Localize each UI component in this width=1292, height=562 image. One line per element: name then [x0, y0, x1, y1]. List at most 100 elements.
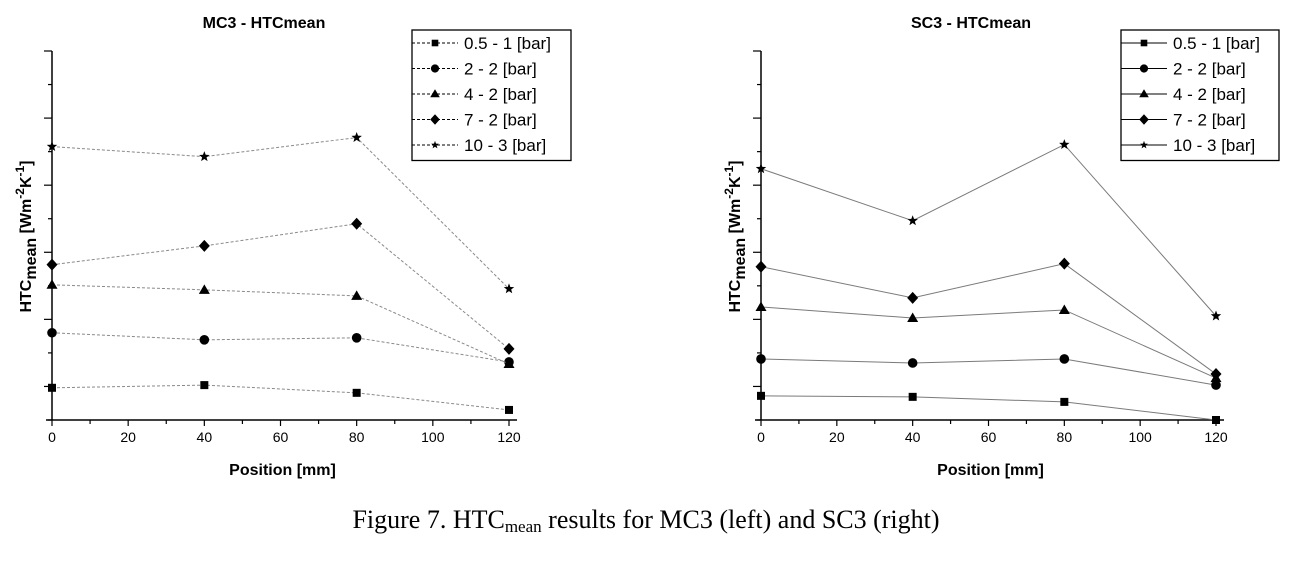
y-axis-label-part: K	[727, 176, 744, 188]
y-axis-label-part: -2	[13, 188, 27, 199]
figure-caption: Figure 7. HTCmean results for MC3 (left)…	[0, 505, 1292, 537]
data-point-circle	[199, 335, 210, 345]
series-square	[48, 381, 513, 414]
x-axis-label: Position [mm]	[937, 462, 1044, 479]
y-axis-label-part: [Wm	[727, 199, 744, 238]
x-tick-label: 100	[421, 429, 445, 445]
series-triangle	[755, 301, 1222, 383]
legend-label: 0.5 - 1 [bar]	[1173, 34, 1260, 53]
data-point-diamond	[755, 260, 767, 273]
series-circle	[756, 354, 1221, 390]
legend-marker-circle	[430, 64, 440, 73]
data-point-circle	[351, 333, 362, 343]
x-tick-label: 100	[1128, 429, 1152, 445]
legend-marker-star	[1140, 140, 1148, 149]
data-point-diamond	[46, 258, 58, 271]
series-line	[760, 306, 1217, 379]
x-tick-label: 0	[48, 429, 56, 445]
y-axis-label-part: -1	[13, 165, 27, 176]
legend-label: 7 - 2 [bar]	[1173, 111, 1246, 130]
data-point-star	[755, 163, 767, 174]
data-point-triangle	[1058, 304, 1070, 314]
y-axis-label-part: ]	[727, 160, 744, 165]
legend-marker-star	[431, 140, 439, 149]
data-point-square	[48, 383, 56, 392]
y-axis-label: HTCmean [Wm-2K-1]	[13, 160, 40, 312]
legend-marker-square	[1140, 39, 1148, 47]
series-line	[760, 395, 1217, 421]
series-star	[46, 132, 515, 294]
x-tick-label: 20	[829, 429, 845, 445]
series-line	[760, 263, 1217, 375]
x-tick-label: 120	[497, 429, 521, 445]
data-point-diamond	[351, 217, 363, 230]
series-square	[757, 391, 1220, 424]
y-axis-label-part: ]	[18, 160, 35, 165]
y-axis-label-part: K	[18, 176, 35, 188]
chart-sc3: SC3 - HTCmean 0 20 40 60 80 100 120 Position [mm…	[722, 15, 1280, 479]
caption-suffix: results for MC3 (left) and SC3 (right)	[541, 505, 940, 534]
chart-title: MC3 - HTCmean	[203, 15, 326, 32]
y-axis-label-part: mean	[23, 238, 40, 280]
y-axis-label-part: HTC	[727, 279, 744, 312]
x-axis-label: Position [mm]	[229, 462, 336, 479]
data-point-circle	[1059, 354, 1070, 364]
series-line	[51, 384, 510, 411]
data-point-square	[1212, 416, 1220, 424]
data-point-diamond	[1210, 368, 1222, 381]
series-line	[760, 143, 1217, 317]
data-point-star	[1059, 139, 1070, 150]
series-circle	[47, 327, 514, 367]
y-axis-label-part: -2	[722, 188, 736, 199]
data-point-circle	[756, 354, 766, 364]
data-point-diamond	[198, 239, 210, 252]
x-tick-label: 40	[905, 429, 921, 445]
data-point-circle	[47, 327, 57, 338]
data-point-circle	[907, 358, 918, 368]
x-tick-label: 40	[197, 429, 213, 445]
data-point-diamond	[907, 291, 919, 304]
legend-marker-triangle	[1139, 89, 1149, 98]
data-point-square	[352, 388, 361, 397]
legend-marker-diamond	[1139, 114, 1149, 125]
legend-label: 10 - 3 [bar]	[1173, 136, 1255, 155]
data-point-star	[46, 141, 58, 152]
legend-label: 2 - 2 [bar]	[1173, 60, 1246, 79]
x-tick-label: 80	[1057, 429, 1073, 445]
x-tick-label: 60	[273, 429, 289, 445]
legend: 0.5 - 1 [bar] 2 - 2 [bar] 4 - 2 [bar] 7 - 2…	[1120, 29, 1280, 162]
legend-label: 7 - 2 [bar]	[464, 111, 537, 130]
y-axis-label-part: [Wm	[18, 199, 35, 238]
legend-label: 0.5 - 1 [bar]	[464, 34, 551, 53]
x-tick-label: 120	[1204, 429, 1228, 445]
data-point-diamond	[1058, 257, 1070, 270]
data-point-star	[1210, 310, 1222, 321]
legend-marker-triangle	[430, 89, 440, 98]
data-point-triangle	[755, 301, 767, 311]
series-line	[51, 284, 510, 365]
series-line	[51, 137, 510, 290]
series-line	[51, 332, 510, 363]
data-point-square	[505, 405, 513, 414]
data-point-star	[907, 215, 918, 226]
data-point-square	[908, 392, 917, 401]
data-point-triangle	[46, 279, 58, 289]
legend-label: 10 - 3 [bar]	[464, 136, 546, 155]
caption-subscript: mean	[504, 517, 542, 536]
figure-canvas: MC3 - HTCmean 0 20 40 60 80 100 120 Position [mm…	[13, 15, 1280, 479]
data-point-triangle	[198, 284, 210, 294]
legend-marker-diamond	[430, 114, 440, 125]
data-point-star	[199, 151, 210, 162]
caption-prefix: Figure 7. HTC	[352, 505, 505, 534]
x-tick-label: 80	[349, 429, 365, 445]
chart-title: SC3 - HTCmean	[911, 15, 1031, 32]
legend: 0.5 - 1 [bar] 2 - 2 [bar] 4 - 2 [bar] 7 - 2…	[411, 29, 572, 162]
data-point-triangle	[351, 290, 363, 300]
y-axis-label: HTCmean [Wm-2K-1]	[722, 160, 749, 312]
data-point-triangle	[907, 312, 919, 323]
data-point-triangle	[503, 358, 515, 368]
x-tick-label: 0	[757, 429, 765, 445]
data-point-star	[503, 283, 515, 294]
y-axis-label-part: HTC	[18, 279, 35, 312]
legend-marker-circle	[1139, 64, 1149, 73]
